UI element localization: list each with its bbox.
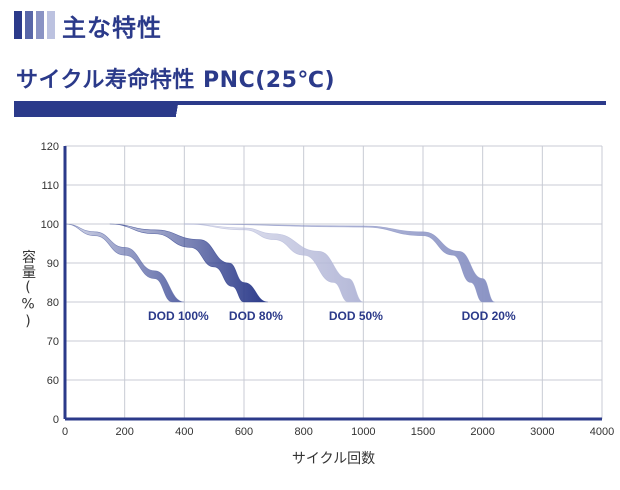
y-tick-label: 100 xyxy=(41,219,59,231)
header-bar-icon xyxy=(36,11,44,39)
header-bar-icon xyxy=(14,11,22,39)
y-tick-label: 70 xyxy=(47,336,59,348)
y-axis-title: 容量(%) xyxy=(20,249,36,331)
y-tick-label: 120 xyxy=(41,141,59,153)
series-band xyxy=(184,223,495,303)
cycle-life-chart: DOD 100% DOD 80% DOD 50% DOD 20%0 200 400 600 8… xyxy=(20,141,614,467)
x-tick-label: 600 xyxy=(235,426,253,438)
series-label: DOD 80% xyxy=(229,309,283,323)
x-tick-label: 2000 xyxy=(470,426,494,438)
series-label: DOD 20% xyxy=(462,309,516,323)
y-tick-label: 0 xyxy=(53,414,59,426)
title-rule xyxy=(14,101,606,105)
section-header: 主な特性 xyxy=(14,10,162,42)
x-tick-label: 800 xyxy=(294,426,312,438)
x-tick-label: 400 xyxy=(175,426,193,438)
x-tick-label: 1000 xyxy=(351,426,375,438)
y-tick-label: 90 xyxy=(47,258,59,270)
header-bar-icon xyxy=(25,11,33,39)
x-tick-label: 3000 xyxy=(530,426,554,438)
y-tick-label: 80 xyxy=(47,297,59,309)
x-tick-label: 4000 xyxy=(590,426,614,438)
header-bar-icon xyxy=(47,11,55,39)
series-label: DOD 50% xyxy=(329,309,383,323)
x-tick-label: 1500 xyxy=(411,426,435,438)
x-tick-label: 200 xyxy=(115,426,133,438)
series-band xyxy=(109,223,268,303)
x-tick-label: 0 xyxy=(62,426,68,438)
series-band xyxy=(64,223,185,303)
chart-title: サイクル寿命特性 PNC(25℃) xyxy=(16,68,336,93)
section-title: 主な特性 xyxy=(62,13,162,42)
series-band xyxy=(184,223,364,303)
series-label: DOD 100% xyxy=(148,309,209,323)
y-tick-label: 110 xyxy=(41,180,59,192)
title-rule-tab xyxy=(14,105,190,117)
y-tick-label: 60 xyxy=(47,375,59,387)
x-axis-title: サイクル回数 xyxy=(292,451,375,467)
